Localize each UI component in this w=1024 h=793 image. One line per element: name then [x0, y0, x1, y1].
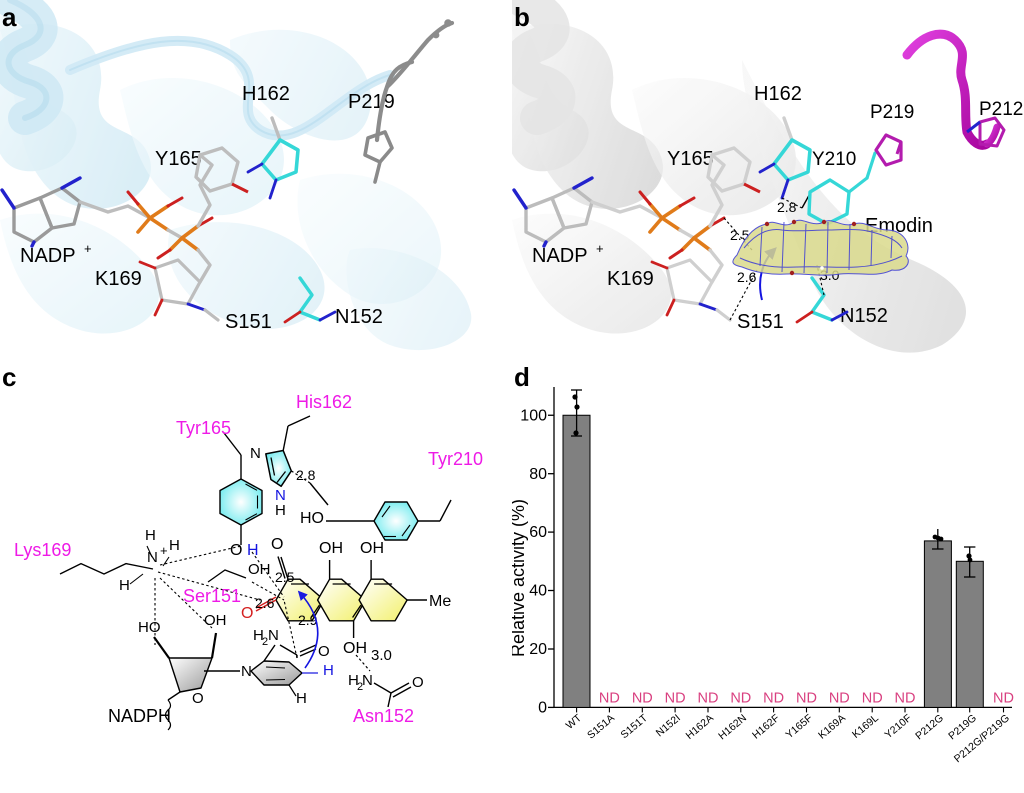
svg-text:ND: ND: [730, 691, 751, 707]
svg-text:Tyr165: Tyr165: [176, 418, 231, 438]
svg-text:ND: ND: [862, 691, 883, 707]
svg-text:+: +: [84, 241, 92, 256]
svg-text:O: O: [241, 605, 253, 622]
svg-text:OH: OH: [204, 612, 227, 629]
svg-text:WT: WT: [564, 712, 585, 732]
svg-text:N152: N152: [840, 305, 888, 327]
svg-text:O: O: [412, 674, 424, 691]
svg-text:Me: Me: [429, 593, 451, 610]
svg-text:ND: ND: [665, 691, 686, 707]
svg-text:60: 60: [529, 524, 547, 541]
svg-text:0: 0: [538, 700, 547, 717]
svg-text:ND: ND: [763, 691, 784, 707]
svg-text:OH: OH: [248, 561, 271, 578]
svg-text:H162N: H162N: [716, 712, 749, 742]
svg-text:H: H: [145, 527, 156, 544]
svg-text:Y165: Y165: [155, 148, 202, 170]
svg-text:P212: P212: [979, 99, 1023, 120]
svg-text:80: 80: [529, 466, 547, 483]
svg-text:2.5: 2.5: [275, 569, 295, 585]
svg-text:S151A: S151A: [585, 712, 617, 741]
svg-text:Ser151: Ser151: [183, 586, 241, 606]
svg-text:H162A: H162A: [684, 712, 716, 742]
svg-text:O: O: [271, 536, 283, 553]
svg-text:O: O: [230, 542, 242, 559]
svg-text:ND: ND: [829, 691, 850, 707]
svg-text:Lys169: Lys169: [14, 540, 71, 560]
svg-text:O: O: [318, 643, 330, 660]
svg-text:K169A: K169A: [816, 712, 848, 741]
svg-text:S151: S151: [225, 311, 272, 333]
svg-text:ND: ND: [599, 691, 620, 707]
svg-text:NADP: NADP: [532, 245, 588, 267]
svg-text:Y210F: Y210F: [883, 712, 914, 741]
svg-text:N: N: [147, 549, 158, 566]
svg-text:40: 40: [529, 583, 547, 600]
svg-text:2.8: 2.8: [777, 199, 797, 215]
svg-text:K169: K169: [95, 268, 142, 290]
svg-text:Tyr210: Tyr210: [428, 449, 483, 469]
svg-text:20: 20: [529, 641, 547, 658]
svg-text:H: H: [169, 537, 180, 554]
svg-text:ND: ND: [632, 691, 653, 707]
svg-text:N: N: [250, 445, 261, 462]
svg-text:2.6: 2.6: [255, 595, 275, 611]
svg-text:P212G: P212G: [913, 712, 946, 742]
svg-text:H: H: [323, 662, 334, 679]
svg-text:Y165F: Y165F: [784, 712, 815, 741]
svg-text:K169: K169: [607, 268, 654, 290]
svg-text:NADPH: NADPH: [108, 706, 171, 726]
svg-text:HO: HO: [138, 619, 161, 636]
svg-text:S151T: S151T: [619, 712, 651, 741]
svg-text:O: O: [192, 690, 204, 707]
svg-text:Y165: Y165: [667, 148, 714, 170]
svg-text:100: 100: [520, 407, 547, 424]
svg-text:3.0: 3.0: [371, 647, 392, 664]
svg-text:OH: OH: [360, 540, 384, 557]
svg-text:P219: P219: [870, 102, 914, 123]
svg-text:NADP: NADP: [20, 245, 76, 267]
svg-text:His162: His162: [296, 392, 352, 412]
svg-text:Y210: Y210: [812, 149, 856, 170]
svg-text:ND: ND: [895, 691, 916, 707]
svg-text:2.8: 2.8: [296, 467, 316, 483]
svg-text:OH: OH: [319, 540, 343, 557]
svg-text:ND: ND: [993, 691, 1014, 707]
svg-text:H162: H162: [754, 83, 802, 105]
svg-text:H: H: [275, 502, 286, 519]
svg-text:H162F: H162F: [750, 712, 782, 741]
svg-text:N: N: [362, 672, 373, 689]
svg-text:K169L: K169L: [850, 712, 881, 741]
svg-text:N: N: [241, 663, 252, 680]
svg-text:H: H: [296, 690, 307, 707]
svg-text:H: H: [247, 542, 259, 559]
svg-text:Relative activity (%): Relative activity (%): [512, 499, 528, 657]
svg-text:ND: ND: [796, 691, 817, 707]
svg-text:ND: ND: [698, 691, 719, 707]
svg-text:S151: S151: [737, 311, 784, 333]
svg-text:+: +: [596, 241, 604, 256]
svg-text:N152I: N152I: [654, 712, 683, 739]
svg-text:H: H: [119, 577, 130, 594]
svg-text:HO: HO: [300, 510, 324, 527]
svg-text:+: +: [160, 543, 168, 558]
svg-text:N: N: [268, 627, 279, 644]
svg-text:H162: H162: [242, 83, 290, 105]
svg-text:N152: N152: [335, 306, 383, 328]
svg-text:P219: P219: [348, 91, 395, 113]
svg-text:OH: OH: [343, 640, 367, 657]
